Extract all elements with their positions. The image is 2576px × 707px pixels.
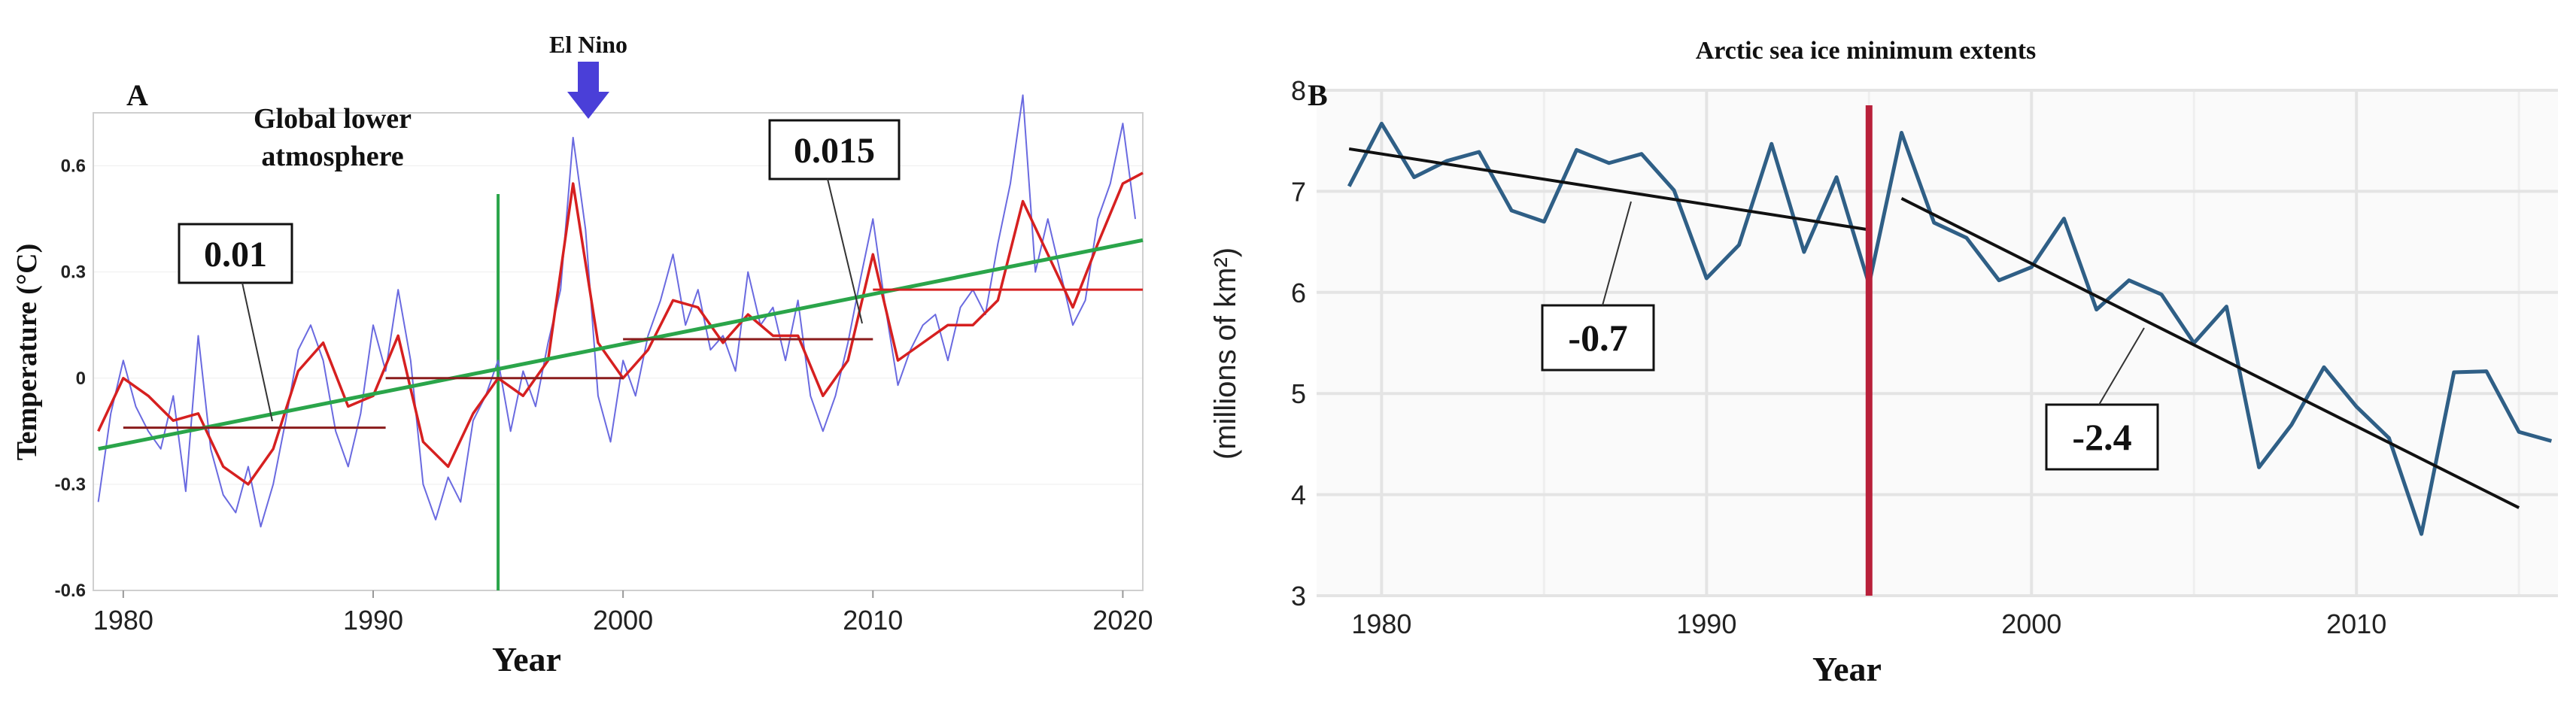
series-line-a-0 [97,94,1137,528]
x-axis-label-a: Year [492,640,561,678]
panel-label-a: A [126,78,148,112]
lines-b [1347,105,2553,596]
x-tick-label-b-3: 2010 [2326,608,2386,639]
y-tick-label-a-2: 0 [76,369,86,389]
y-tick-label-b-3: 5 [1291,378,1306,409]
x-tick-label-a-2: 2000 [593,605,653,636]
x-tick-label-b-1: 1990 [1676,608,1736,639]
el-nino-arrow-icon [567,62,609,119]
trend-pointer-b2 [2098,327,2145,405]
el-nino-label: El Nino [549,31,627,58]
trend-label-box-b2 [2045,403,2159,471]
y-tick-label-b-0: 8 [1291,75,1306,106]
x-tick-label-b-2: 2000 [2001,608,2061,639]
x-tick-label-b-0: 1980 [1351,608,1411,639]
y-tick-label-a-3: -0.3 [55,475,86,495]
title-b: Arctic sea ice minimum extents [1696,37,2037,65]
trend-pointer-a2 [827,178,863,324]
y-axis-label-b: (millions of km²) [1209,247,1242,460]
trend-label-box-a1 [178,223,293,284]
y-tick-label-b-2: 6 [1291,278,1306,308]
panel-b: 8 7 6 5 4 3 1980 1990 2000 2010 B Arctic sea ice … [1209,37,2558,688]
trend-pointer-b1 [1602,201,1632,306]
x-tick-label-a-4: 2020 [1092,605,1153,636]
y-tick-label-a-4: -0.6 [55,581,86,601]
y-tick-label-a-0: 0.6 [61,156,86,177]
trend-label-b2: -2.4 [2072,416,2131,458]
y-tick-label-b-1: 7 [1291,176,1306,207]
title-a-line2: atmosphere [261,141,403,172]
y-axis-label-a: Temperature (°C) [11,244,43,461]
y-tick-label-b-5: 3 [1291,581,1306,611]
trend-line-a-0 [98,238,1144,451]
ticks-a: 1980 1990 2000 2010 2020 0.6 0.3 0 -0.3 -0.6 [55,156,1153,636]
plot-background-b [1317,90,2558,596]
panel-a: 1980 1990 2000 2010 2020 0.6 0.3 0 -0.3 -0.6 A Gl… [11,31,1153,678]
trend-label-b1: -0.7 [1568,317,1627,359]
trend-line-b-1 [1900,197,2520,509]
plot-frame-a [93,112,1144,591]
x-tick-label-a-1: 1990 [343,605,403,636]
trend-line-b-0 [1348,147,1870,232]
ticks-b: 8 7 6 5 4 3 1980 1990 2000 2010 [1291,75,2386,639]
series-line-b-0 [1347,121,2553,536]
x-tick-label-a-3: 2010 [843,605,903,636]
lines-a [97,94,1144,590]
trend-pointer-a1 [242,282,273,422]
y-tick-label-b-4: 4 [1291,480,1306,511]
trend-label-a1: 0.01 [204,235,267,275]
panel-label-b: B [1308,78,1328,112]
title-a-line1: Global lower [254,103,412,135]
trend-label-a2: 0.015 [794,131,875,171]
series-line-a-1 [97,171,1144,486]
trend-label-box-a2 [768,119,901,181]
x-tick-label-a-0: 1980 [93,605,153,636]
trend-label-box-b1 [1541,304,1655,372]
y-tick-label-a-1: 0.3 [61,262,86,283]
x-axis-label-b: Year [1812,650,1882,688]
